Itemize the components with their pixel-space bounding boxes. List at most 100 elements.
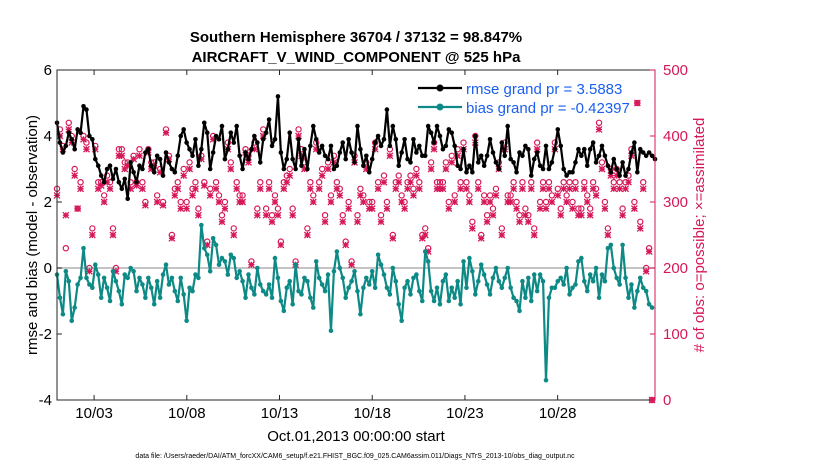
assimilated-count-point	[633, 99, 641, 107]
possible-count-point	[265, 178, 273, 186]
rmse-point	[461, 146, 466, 152]
y-tick-label: -2	[39, 326, 52, 343]
possible-count-point	[442, 159, 450, 166]
rmse-point	[337, 150, 343, 155]
assimilated-count-point	[430, 145, 438, 153]
bias-point	[637, 275, 643, 281]
rmse-point	[505, 123, 511, 129]
possible-count-point	[121, 159, 128, 166]
possible-count-point	[595, 119, 603, 127]
possible-count-point	[65, 119, 72, 127]
bias-point	[649, 305, 655, 310]
assimilated-count-point	[625, 178, 632, 186]
assimilated-count-point	[268, 218, 276, 226]
assimilated-count-point	[572, 185, 579, 193]
possible-count-point	[377, 211, 385, 219]
possible-count-point	[100, 192, 108, 199]
assimilated-count-point	[412, 172, 420, 180]
rmse-point	[101, 179, 107, 185]
possible-count-point	[492, 185, 500, 192]
rmse-point	[299, 163, 304, 168]
rmse-point	[201, 120, 207, 126]
rmse-point	[576, 146, 581, 152]
assimilated-count-point	[106, 185, 114, 193]
rmse-point	[69, 137, 75, 142]
rmse-point	[163, 150, 169, 155]
bias-point	[101, 275, 107, 281]
rmse-point	[166, 160, 172, 165]
bias-point	[599, 272, 605, 277]
possible-count-point	[118, 145, 126, 153]
rmse-point	[334, 163, 340, 168]
assimilated-count-point	[530, 231, 538, 239]
rmse-point	[308, 143, 313, 149]
rmse-point	[596, 153, 602, 159]
bias-point	[84, 275, 89, 281]
rmse-point	[502, 153, 508, 159]
rmse-point	[587, 146, 593, 152]
assimilated-count-point	[103, 178, 111, 186]
assimilated-count-point	[518, 185, 526, 193]
y-axis-label: rmse and bias (model - observation)	[24, 115, 41, 355]
rmse-point	[107, 163, 113, 168]
rmse-point	[78, 130, 83, 135]
rmse-point	[440, 146, 446, 152]
rmse-point	[243, 150, 248, 155]
bias-point	[608, 242, 614, 248]
possible-count-point	[174, 178, 181, 186]
legend-bias-label: bias grand pr = -0.42397	[466, 100, 630, 117]
possible-count-point	[519, 178, 526, 186]
bias-point	[387, 292, 393, 297]
bias-point	[219, 255, 225, 261]
rmse-point	[487, 137, 493, 142]
assimilated-count-point	[577, 211, 585, 219]
possible-count-point	[533, 139, 541, 146]
assimilated-count-point	[445, 205, 453, 213]
rmse-point	[537, 163, 543, 168]
legend-rmse-label: rmse grand pr = 3.5883	[466, 81, 622, 98]
rmse-point	[387, 143, 393, 149]
bias-point	[252, 292, 257, 297]
assimilated-count-point	[303, 231, 311, 239]
assimilated-count-point	[259, 132, 267, 140]
bias-point	[272, 255, 278, 261]
bias-point	[302, 275, 307, 281]
rmse-point	[287, 130, 293, 135]
assimilated-count-point	[327, 198, 335, 206]
bias-point	[249, 285, 254, 291]
assimilated-count-point	[404, 185, 412, 193]
bias-point	[646, 302, 652, 307]
assimilated-count-point	[97, 182, 105, 189]
bias-point	[493, 265, 499, 271]
x-axis: 10/03 10/08 10/13 10/18 10/23 10/28	[75, 70, 576, 422]
bias-point	[517, 308, 522, 314]
assimilated-count-point	[477, 234, 485, 242]
assimilated-count-point	[150, 162, 158, 170]
possible-count-point	[206, 185, 214, 192]
rmse-point	[590, 140, 596, 145]
rmse-point	[234, 123, 239, 129]
rmse-point	[95, 163, 101, 168]
assimilated-count-point	[147, 165, 155, 173]
rmse-point	[110, 176, 116, 182]
assimilated-count-point	[421, 231, 429, 239]
rmse-point	[272, 137, 278, 142]
bias-point	[546, 295, 552, 301]
possible-count-point	[531, 225, 538, 232]
bias-point	[602, 278, 608, 284]
possible-count-point	[345, 198, 352, 206]
possible-count-point	[239, 192, 246, 199]
bias-point	[278, 298, 284, 304]
rmse-point	[193, 137, 198, 142]
assimilated-count-point	[362, 165, 370, 173]
bias-point	[78, 275, 83, 281]
rmse-point	[417, 143, 422, 149]
assimilated-count-point	[221, 205, 229, 213]
x-tick-label: 10/18	[353, 405, 391, 422]
rmse-point	[92, 156, 98, 162]
assimilated-count-point	[85, 267, 93, 275]
bias-point	[57, 295, 63, 301]
assimilated-count-point	[359, 198, 367, 206]
assimilated-count-point	[295, 132, 303, 140]
bias-point	[396, 302, 402, 307]
